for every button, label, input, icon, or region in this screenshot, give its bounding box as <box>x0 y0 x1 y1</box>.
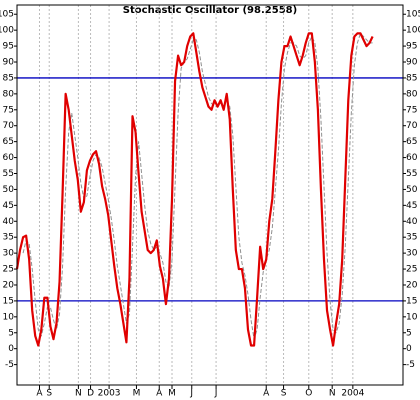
y-tick-label: 35 <box>3 233 14 243</box>
y-tick-label: 60 <box>406 153 418 163</box>
y-tick-label: 15 <box>3 296 14 306</box>
y-tick-label: 95 <box>406 42 417 52</box>
y-tick-label: 90 <box>3 58 15 68</box>
x-tick-label: 2004 <box>341 389 364 399</box>
y-tick-label: 5 <box>8 328 14 338</box>
y-tick-label: 20 <box>3 280 15 290</box>
x-tick-label: A <box>156 389 163 399</box>
y-tick-label: 70 <box>3 121 15 131</box>
y-tick-label: 80 <box>3 89 15 99</box>
y-tick-label: 65 <box>3 137 14 147</box>
x-tick-label: N <box>75 389 82 399</box>
y-tick-label: 0 <box>8 344 14 354</box>
y-tick-label: 25 <box>3 265 14 275</box>
x-tick-label: J <box>214 389 218 399</box>
chart-title: Stochastic Oscillator (98.2558) <box>123 5 297 16</box>
y-tick-label: 30 <box>3 249 15 259</box>
y-tick-label: 45 <box>406 201 417 211</box>
y-tick-label: 85 <box>3 73 14 83</box>
y-tick-label: 0 <box>406 344 412 354</box>
y-tick-label: 45 <box>3 201 14 211</box>
x-tick-label: N <box>329 389 336 399</box>
plot-area <box>17 5 403 385</box>
series-line <box>15 32 374 347</box>
x-tick-label: M <box>168 389 176 399</box>
y-tick-label: 105 <box>0 10 14 20</box>
y-tick-label: 100 <box>406 26 420 36</box>
y-tick-label: 100 <box>0 26 14 36</box>
y-tick-label: 65 <box>406 137 417 147</box>
y-tick-label: 60 <box>3 153 15 163</box>
y-tick-label: 105 <box>406 10 420 20</box>
y-tick-label: 95 <box>3 42 14 52</box>
x-tick-label: A <box>263 389 270 399</box>
y-tick-label: -5 <box>406 360 415 370</box>
y-tick-label: 55 <box>406 169 417 179</box>
y-tick-label: 85 <box>406 73 417 83</box>
y-tick-label: 5 <box>406 328 412 338</box>
y-tick-label: 10 <box>406 312 418 322</box>
x-tick-label: S <box>281 389 287 399</box>
x-tick-label: S <box>46 389 52 399</box>
y-tick-label: 75 <box>3 105 14 115</box>
y-tick-label: 70 <box>406 121 418 131</box>
y-tick-label: 40 <box>3 217 15 227</box>
y-tick-label: 80 <box>406 89 418 99</box>
x-tick-label: 2003 <box>98 389 121 399</box>
series-line <box>22 32 373 340</box>
y-tick-label: 75 <box>406 105 417 115</box>
y-tick-label: 20 <box>406 280 418 290</box>
y-tick-label: 90 <box>406 58 418 68</box>
y-tick-label: 50 <box>3 185 15 195</box>
x-tick-label: D <box>87 389 94 399</box>
y-tick-label: 10 <box>3 312 15 322</box>
y-tick-label: 55 <box>3 169 14 179</box>
x-tick-label: O <box>305 389 312 399</box>
y-tick-label: -5 <box>5 360 14 370</box>
y-tick-label: 25 <box>406 265 417 275</box>
y-tick-label: 15 <box>406 296 417 306</box>
y-tick-label: 40 <box>406 217 418 227</box>
y-tick-label: 30 <box>406 249 418 259</box>
x-tick-label: J <box>189 389 193 399</box>
x-tick-label: M <box>133 389 141 399</box>
y-tick-label: 50 <box>406 185 418 195</box>
x-tick-label: A <box>36 389 43 399</box>
plot-frame <box>16 4 404 386</box>
y-tick-label: 35 <box>406 233 417 243</box>
